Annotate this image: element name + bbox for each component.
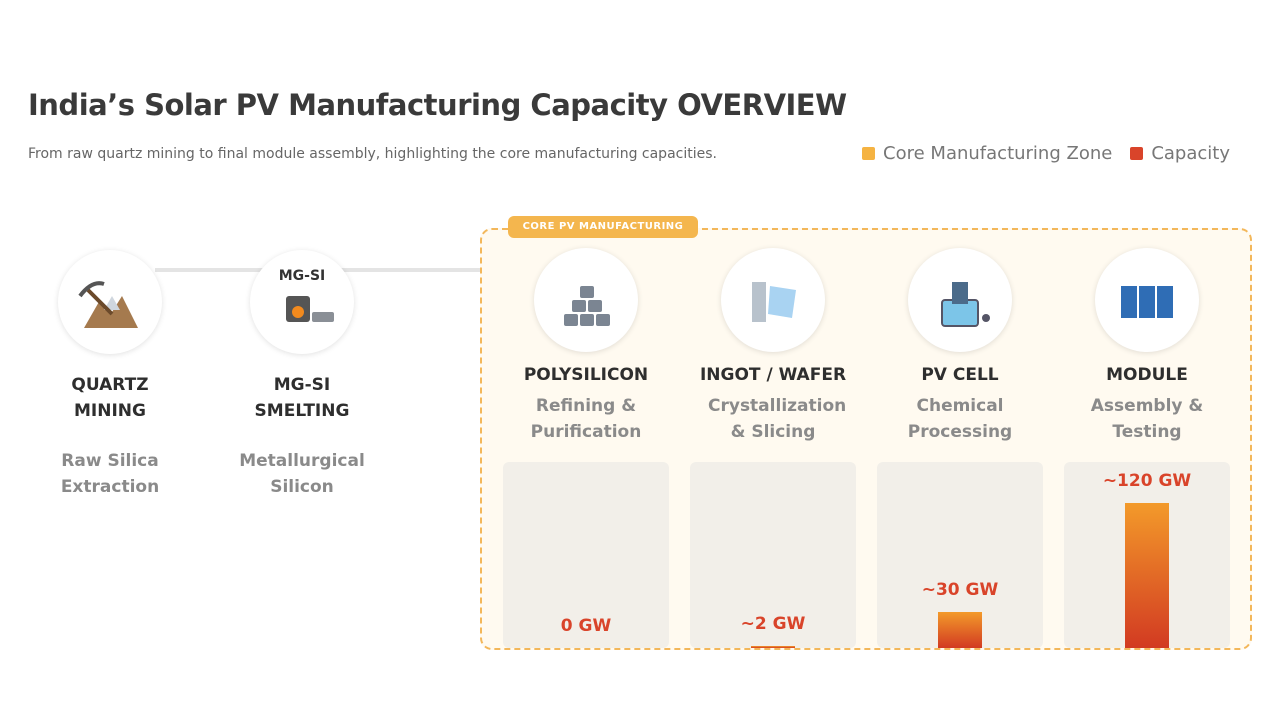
- stage-title: INGOT / WAFER: [699, 365, 847, 385]
- subtitle: From raw quartz mining to final module a…: [28, 146, 717, 162]
- stage-title: PV CELL: [921, 365, 999, 385]
- capacity-panel: [503, 462, 669, 648]
- quartz-icon: [78, 281, 138, 328]
- stage-description: Crystallization & Slicing: [708, 396, 847, 442]
- stage-title: MG-SI SMELTING: [254, 375, 350, 421]
- capacity-label: ~120 GW: [1102, 471, 1192, 491]
- capacity-bar: [1125, 503, 1169, 648]
- zone-badge: CORE PV MANUFACTURING: [508, 216, 698, 238]
- module-icon: [1121, 286, 1173, 318]
- title: India’s Solar PV Manufacturing Capacity …: [28, 88, 847, 122]
- legend-label: Capacity: [1151, 143, 1230, 164]
- legend: Core Manufacturing Zone Capacity: [862, 143, 1230, 164]
- stage-description: Raw Silica Extraction: [60, 451, 160, 497]
- capacity-label: 0 GW: [560, 616, 612, 636]
- legend-item: Capacity: [1130, 143, 1230, 164]
- legend-swatch: [1130, 147, 1144, 160]
- stage-description: Chemical Processing: [907, 396, 1013, 442]
- stage-title: POLYSILICON: [523, 365, 649, 385]
- capacity-bar: [938, 611, 982, 648]
- stage-description: Assembly & Testing: [1090, 396, 1204, 442]
- stage-title: MODULE: [1106, 365, 1188, 385]
- stage-description: Refining & Purification: [530, 396, 642, 442]
- legend-item: Core Manufacturing Zone: [862, 143, 1112, 164]
- stage-description: Metallurgical Silicon: [239, 451, 365, 497]
- legend-swatch: [862, 147, 876, 160]
- stage-title: QUARTZ MINING: [71, 375, 149, 421]
- capacity-label: ~2 GW: [740, 613, 806, 634]
- capacity-label: ~30 GW: [921, 579, 999, 600]
- cell-icon: [941, 282, 990, 327]
- poly-icon: [564, 286, 610, 326]
- stage-circle: [534, 248, 638, 352]
- capacity-bar: [751, 645, 795, 648]
- wafer-icon: [752, 282, 796, 322]
- mgsi-icon: MG-SI: [279, 268, 334, 322]
- icon-label: MG-SI: [279, 268, 326, 284]
- capacity-panel: [690, 462, 856, 648]
- legend-label: Core Manufacturing Zone: [883, 143, 1113, 164]
